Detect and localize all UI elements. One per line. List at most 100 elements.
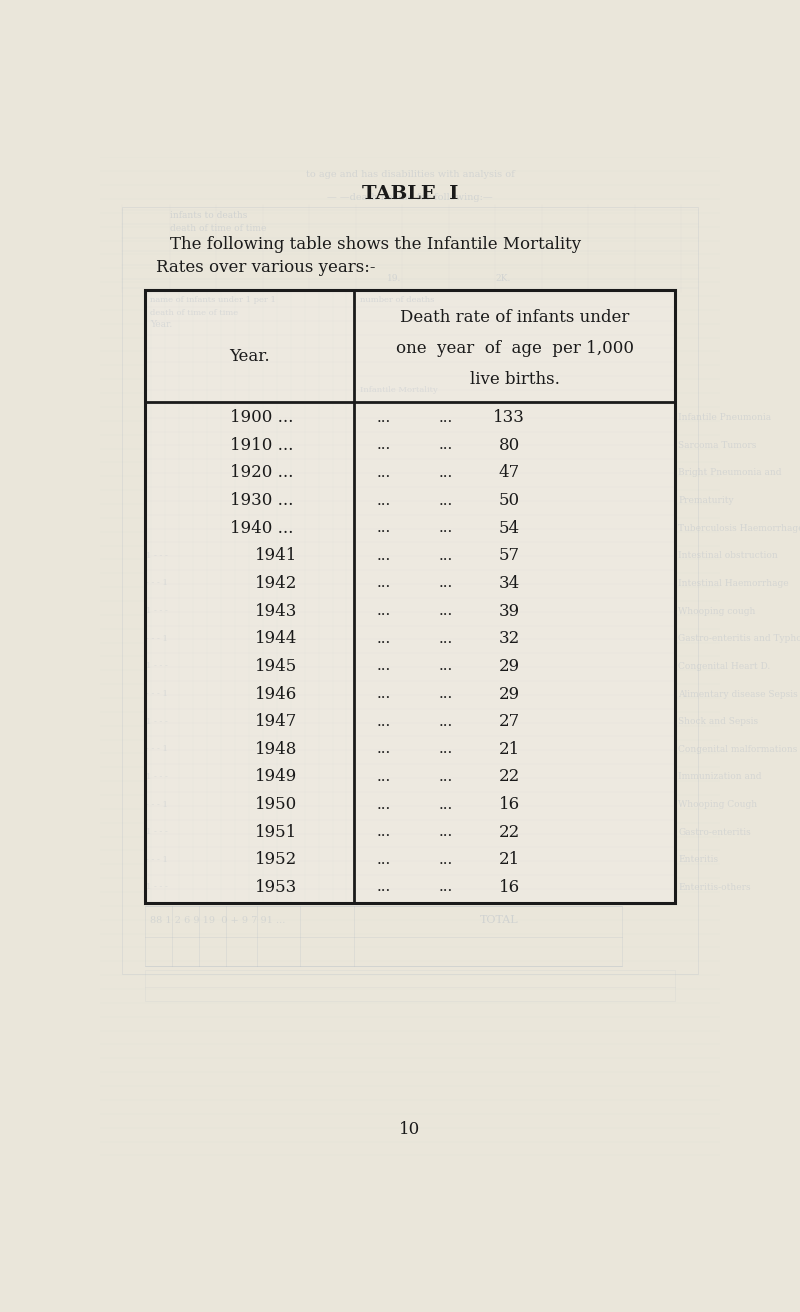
Text: ...: ...	[377, 411, 390, 425]
Text: 1 - - -: 1 - - -	[146, 552, 168, 560]
Text: 29: 29	[498, 657, 520, 674]
Text: 16: 16	[498, 796, 520, 813]
Text: 50: 50	[498, 492, 520, 509]
Text: 21: 21	[498, 851, 520, 869]
Text: Alimentary disease Sepsis: Alimentary disease Sepsis	[678, 690, 798, 698]
Text: ...: ...	[438, 770, 453, 783]
Text: 1 - - -: 1 - - -	[146, 607, 168, 615]
Text: Year.: Year.	[150, 320, 173, 329]
Text: Enteritis: Enteritis	[678, 855, 718, 865]
Text: TABLE  I: TABLE I	[362, 185, 458, 202]
Text: number of deaths: number of deaths	[361, 297, 434, 304]
Text: name of infants under 1 per 1: name of infants under 1 per 1	[150, 297, 276, 304]
Text: 22: 22	[498, 824, 520, 841]
Text: ...: ...	[377, 770, 390, 783]
Text: — —death needle for following:—: — —death needle for following:—	[327, 193, 493, 202]
Text: Bright Pneumonia and: Bright Pneumonia and	[678, 468, 782, 478]
Text: live births.: live births.	[470, 371, 559, 388]
Bar	[122, 207, 698, 974]
Bar	[145, 905, 622, 966]
Text: ...: ...	[377, 632, 390, 646]
Text: 1920 ...: 1920 ...	[230, 464, 294, 482]
Bar	[145, 970, 675, 1001]
Text: - - - 1: - - - 1	[146, 800, 168, 808]
Text: Whooping cough: Whooping cough	[678, 606, 755, 615]
Text: - - - 1: - - - 1	[146, 690, 168, 698]
Text: Sarcoma Tumors: Sarcoma Tumors	[678, 441, 757, 450]
Text: ...: ...	[377, 548, 390, 563]
Text: 1942: 1942	[255, 575, 298, 592]
Text: ...: ...	[438, 660, 453, 673]
Bar	[145, 290, 675, 903]
Text: The following table shows the Infantile Mortality: The following table shows the Infantile …	[170, 236, 581, 253]
Text: ...: ...	[377, 660, 390, 673]
Text: one  year  of  age  per 1,000: one year of age per 1,000	[396, 340, 634, 357]
Text: 22: 22	[498, 769, 520, 786]
Text: 1952: 1952	[255, 851, 298, 869]
Text: ...: ...	[438, 853, 453, 867]
Text: ...: ...	[438, 438, 453, 453]
Text: ...: ...	[438, 880, 453, 895]
Text: 1910 ...: 1910 ...	[230, 437, 294, 454]
Text: - - - 1: - - - 1	[146, 635, 168, 643]
Text: 54: 54	[498, 520, 520, 537]
Text: Whooping Cough: Whooping Cough	[678, 800, 758, 810]
Text: ...: ...	[438, 604, 453, 618]
Text: Congenital Heart D.: Congenital Heart D.	[678, 661, 770, 670]
Text: 1948: 1948	[255, 741, 298, 758]
Text: 1953: 1953	[255, 879, 298, 896]
Text: ...: ...	[438, 493, 453, 508]
Text: Intestinal Haemorrhage: Intestinal Haemorrhage	[678, 579, 789, 588]
Text: 88 1 2 6 9 19  0 + 9 7 91 ...: 88 1 2 6 9 19 0 + 9 7 91 ...	[150, 916, 286, 925]
Text: to age and has disabilities with analysis of: to age and has disabilities with analysi…	[306, 169, 514, 178]
Text: 39: 39	[498, 602, 520, 619]
Text: Shock and Sepsis: Shock and Sepsis	[678, 718, 758, 726]
Text: 32: 32	[498, 630, 520, 647]
Text: death of time of time: death of time of time	[170, 224, 266, 234]
Text: 57: 57	[498, 547, 520, 564]
Text: Infantile Mortality: Infantile Mortality	[361, 386, 438, 395]
Text: - - - 1: - - - 1	[146, 745, 168, 753]
Text: 133: 133	[494, 409, 525, 426]
Text: 1945: 1945	[255, 657, 298, 674]
Text: 1930 ...: 1930 ...	[230, 492, 294, 509]
Text: ...: ...	[438, 521, 453, 535]
Text: ...: ...	[377, 466, 390, 480]
Text: ...: ...	[438, 743, 453, 756]
Text: ...: ...	[438, 411, 453, 425]
Text: ...: ...	[377, 743, 390, 756]
Text: ...: ...	[438, 798, 453, 812]
Text: Congenital malformations: Congenital malformations	[678, 745, 798, 754]
Text: Tuberculosis Haemorrhage: Tuberculosis Haemorrhage	[678, 523, 800, 533]
Text: 2K.: 2K.	[495, 274, 510, 282]
Text: ...: ...	[438, 466, 453, 480]
Text: TOTAL: TOTAL	[480, 914, 518, 925]
Text: ...: ...	[438, 548, 453, 563]
Text: Rates over various years:-: Rates over various years:-	[156, 258, 375, 276]
Text: ...: ...	[377, 798, 390, 812]
Text: ...: ...	[438, 825, 453, 840]
Text: Prematurity: Prematurity	[678, 496, 734, 505]
Text: ...: ...	[377, 825, 390, 840]
Text: Intestinal obstruction: Intestinal obstruction	[678, 551, 778, 560]
Text: 1940 ...: 1940 ...	[230, 520, 294, 537]
Text: 1943: 1943	[255, 602, 298, 619]
Text: Enteritis-others: Enteritis-others	[678, 883, 750, 892]
Text: ...: ...	[377, 880, 390, 895]
Text: ...: ...	[377, 576, 390, 590]
Text: 1 - - -: 1 - - -	[146, 828, 168, 836]
Text: ...: ...	[377, 853, 390, 867]
Text: 1946: 1946	[255, 685, 298, 702]
Text: Year.: Year.	[230, 348, 270, 365]
Text: 1950: 1950	[255, 796, 298, 813]
Text: 1 - - -: 1 - - -	[146, 883, 168, 891]
Text: 27: 27	[498, 714, 520, 731]
Text: 47: 47	[498, 464, 520, 482]
Text: Death rate of infants under: Death rate of infants under	[400, 310, 630, 327]
Text: - - - 1: - - - 1	[146, 855, 168, 863]
Text: infants to deaths: infants to deaths	[170, 210, 247, 219]
Text: ...: ...	[377, 493, 390, 508]
Text: death of time of time: death of time of time	[150, 308, 238, 316]
Text: 1 - - -: 1 - - -	[146, 663, 168, 670]
Text: ...: ...	[377, 687, 390, 701]
